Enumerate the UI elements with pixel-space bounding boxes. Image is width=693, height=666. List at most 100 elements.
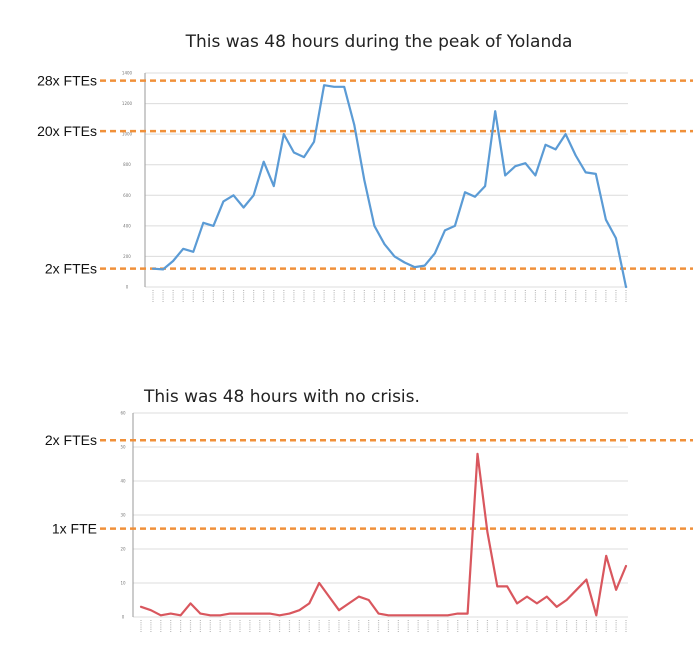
data-point [328, 595, 330, 598]
data-point [219, 614, 221, 617]
data-point [504, 174, 507, 177]
data-point [454, 225, 456, 227]
data-point [377, 612, 380, 615]
reference-line-label: 28x FTEs [37, 73, 97, 89]
data-point [496, 585, 499, 588]
chart-1-title: This was 48 hours during the peak of Yol… [185, 32, 573, 52]
data-point [323, 84, 325, 87]
y-tick-label: 30 [120, 513, 126, 518]
data-point [585, 578, 588, 581]
data-point [456, 612, 459, 615]
data-point [484, 185, 486, 187]
data-point [308, 602, 311, 605]
data-point [534, 174, 537, 177]
data-point [615, 237, 617, 239]
data-point [403, 261, 406, 264]
data-point [433, 252, 436, 255]
data-point [333, 85, 335, 88]
series-line [139, 452, 628, 617]
data-point [555, 606, 558, 608]
data-point [249, 612, 251, 615]
data-point [474, 196, 476, 198]
data-point [192, 251, 195, 253]
data-point [179, 614, 182, 617]
data-point [413, 266, 416, 268]
data-point [536, 602, 538, 605]
data-point [615, 589, 617, 591]
y-tick-label: 0 [126, 285, 129, 290]
data-point [466, 612, 469, 615]
data-point [554, 148, 557, 151]
data-point [278, 614, 281, 617]
reference-line-label: 20x FTEs [37, 123, 97, 139]
y-tick-label: 40 [120, 479, 126, 484]
data-point [150, 609, 152, 611]
data-point [182, 247, 184, 250]
reference-line-label: 1x FTE [52, 521, 97, 537]
chart-2-no-crisis: 0 10 20 30 40 50 60 2x FTEs 1x FTE [45, 411, 693, 633]
data-point [202, 222, 205, 224]
data-point [272, 185, 275, 187]
data-point [494, 110, 496, 113]
y-tick-label: 1200 [122, 101, 133, 106]
data-point [363, 179, 366, 181]
data-point [242, 206, 245, 209]
data-point [605, 218, 607, 221]
data-point [159, 614, 162, 617]
reference-line-label: 2x FTEs [45, 261, 97, 277]
y-tick-label: 200 [123, 254, 131, 259]
data-point [516, 602, 518, 605]
data-point [437, 614, 439, 617]
data-point [544, 144, 547, 146]
y-tick-label: 800 [123, 162, 131, 167]
data-point [584, 171, 587, 174]
data-point [343, 85, 346, 88]
data-point [524, 162, 527, 164]
data-point [288, 612, 291, 615]
data-point [444, 229, 446, 232]
data-point [387, 614, 390, 617]
y-tick-label: 20 [120, 547, 126, 552]
data-point [232, 194, 235, 197]
data-point [423, 264, 426, 267]
data-point [595, 614, 598, 617]
data-point [268, 612, 271, 615]
data-point [140, 606, 142, 608]
data-point [258, 612, 261, 615]
data-point [427, 614, 429, 617]
data-point [383, 243, 386, 245]
data-point [373, 225, 376, 227]
data-point [313, 140, 315, 143]
data-point [407, 614, 410, 617]
y-tick-label: 400 [123, 223, 131, 228]
data-point [357, 595, 360, 598]
data-point [605, 555, 608, 557]
data-point [625, 286, 627, 288]
data-point [393, 255, 396, 258]
data-point [152, 267, 154, 270]
data-point [199, 612, 202, 615]
data-point [283, 133, 285, 135]
data-point [212, 225, 215, 227]
data-point [348, 602, 350, 605]
data-point [464, 191, 466, 194]
data-point [252, 194, 255, 197]
data-point [564, 133, 567, 135]
data-point [574, 154, 577, 157]
data-point [293, 151, 295, 154]
y-tick-label: 10 [120, 581, 126, 586]
data-point [318, 582, 320, 584]
data-point [222, 200, 225, 203]
data-point [486, 531, 489, 533]
data-point [565, 599, 568, 601]
data-point [262, 160, 265, 163]
data-point [338, 609, 340, 611]
chart-2-title: This was 48 hours with no crisis. [143, 387, 420, 407]
chart-1-peak-yolanda: 0 200 400 600 800 1000 1200 1400 28x FTEs 20x FTE… [37, 71, 693, 303]
data-point [397, 614, 400, 617]
data-point [303, 156, 305, 158]
data-point [526, 595, 528, 598]
reference-line-label: 2x FTEs [45, 432, 97, 448]
data-point [447, 614, 449, 617]
y-tick-label: 1400 [122, 71, 133, 76]
